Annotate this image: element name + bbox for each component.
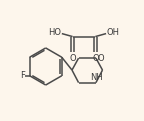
Text: O: O (98, 54, 104, 63)
Text: NH: NH (90, 73, 103, 82)
Text: F: F (20, 71, 25, 80)
Text: OH: OH (107, 28, 120, 37)
Text: O: O (92, 54, 99, 63)
Text: O: O (69, 54, 76, 63)
Text: HO: HO (48, 28, 61, 37)
